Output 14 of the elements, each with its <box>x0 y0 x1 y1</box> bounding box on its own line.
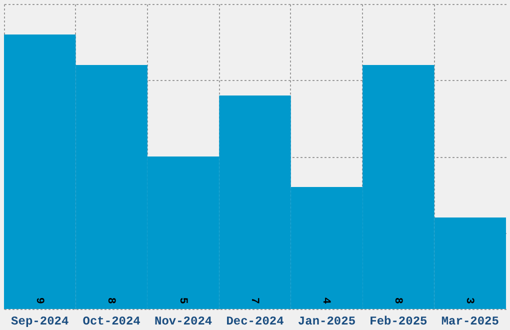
x-tick-label: Dec-2024 <box>226 314 284 328</box>
data-label: 4 <box>320 297 332 304</box>
x-tick-label: Jan-2025 <box>298 314 356 328</box>
data-label: 5 <box>176 297 188 304</box>
data-label: 8 <box>391 297 404 304</box>
x-tick-label: Mar-2025 <box>441 314 499 328</box>
x-tick-label: Oct-2024 <box>82 314 140 328</box>
data-label: 3 <box>463 297 476 304</box>
x-tick-label: Nov-2024 <box>154 314 212 328</box>
x-tick-label: Sep-2024 <box>11 314 69 328</box>
data-label: 7 <box>248 297 260 304</box>
data-label: 9 <box>32 297 45 304</box>
data-label: 8 <box>104 297 117 304</box>
x-tick-label: Feb-2025 <box>370 314 428 328</box>
